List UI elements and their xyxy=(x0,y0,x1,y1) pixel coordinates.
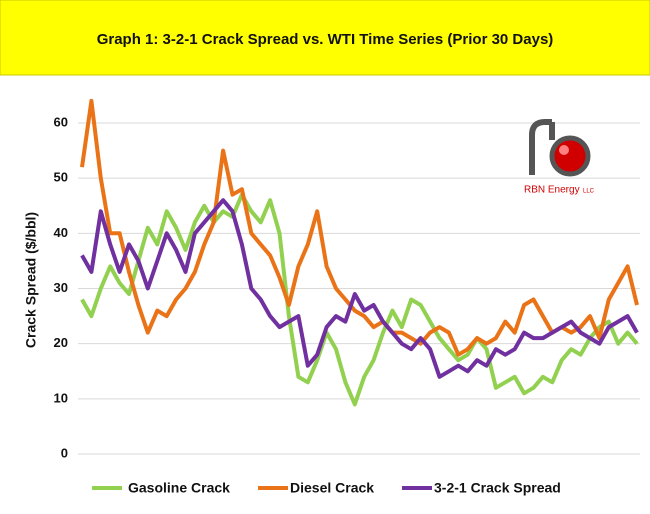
legend: Gasoline Crack Diesel Crack 3-2-1 Crack Sp… xyxy=(92,480,561,496)
logo-pipe xyxy=(529,119,555,175)
y-tick-label: 40 xyxy=(54,225,68,240)
chart-title: Graph 1: 3-2-1 Crack Spread vs. WTI Time… xyxy=(97,31,554,48)
logo: RBN Energy LLC xyxy=(524,119,595,196)
y-tick-label: 60 xyxy=(54,114,68,129)
logo-shine xyxy=(559,145,569,155)
y-tick-label: 50 xyxy=(54,170,68,185)
legend-label: Gasoline Crack xyxy=(128,480,230,496)
legend-label: 3-2-1 Crack Spread xyxy=(434,480,561,496)
y-tick-label: 10 xyxy=(54,390,68,405)
title-band xyxy=(0,0,650,76)
logo-ball xyxy=(549,135,591,177)
series-line xyxy=(80,198,639,379)
y-tick-label: 0 xyxy=(61,445,68,460)
grid: 0 10 20 30 40 50 60 xyxy=(54,114,640,460)
logo-text: RBN Energy xyxy=(524,185,580,196)
y-tick-label: 30 xyxy=(54,280,68,295)
y-axis-label: Crack Spread ($/bbl) xyxy=(23,212,39,348)
series-line xyxy=(80,98,639,357)
legend-label: Diesel Crack xyxy=(290,480,374,496)
logo-suffix: LLC xyxy=(583,189,595,195)
lines xyxy=(80,98,639,407)
y-tick-label: 20 xyxy=(54,335,68,350)
series-line xyxy=(80,192,639,407)
